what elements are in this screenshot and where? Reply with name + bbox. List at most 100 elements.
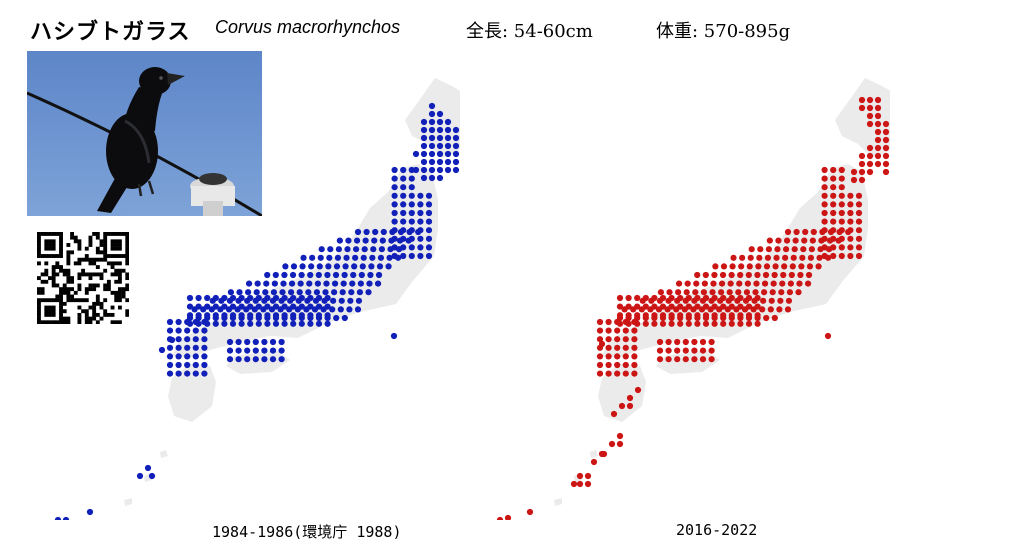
occurrence-dot (425, 218, 433, 225)
qr-code[interactable] (37, 232, 130, 325)
occurrence-dot (332, 271, 340, 279)
occurrence-dot (400, 209, 407, 217)
occurrence-dot (702, 303, 710, 310)
occurrence-dot (385, 263, 392, 270)
occurrence-dot (858, 168, 866, 176)
occurrence-dot (288, 289, 295, 296)
occurrence-dot (335, 246, 342, 253)
occurrence-dot (54, 516, 62, 524)
occurrence-dot (830, 166, 837, 174)
occurrence-dot (685, 312, 692, 319)
occurrence-dot (192, 353, 199, 360)
occurrence-dot (166, 344, 174, 351)
occurrence-dot (375, 271, 383, 279)
occurrence-dot (702, 271, 709, 279)
occurrence-dot (175, 327, 182, 334)
occurrence-dot (400, 166, 407, 174)
occurrence-dot (255, 320, 262, 327)
occurrence-dot (622, 353, 629, 360)
occurrence-dot (204, 312, 211, 319)
occurrence-dot (847, 244, 854, 251)
occurrence-dot (776, 306, 783, 313)
occurrence-dot (264, 303, 271, 310)
occurrence-dot (584, 480, 592, 488)
occurrence-dot (830, 209, 837, 217)
occurrence-dot (221, 312, 228, 319)
occurrence-dot (86, 508, 94, 516)
occurrence-dot (691, 338, 698, 346)
occurrence-dot (428, 158, 436, 166)
occurrence-dot (305, 289, 312, 296)
occurrence-dot (815, 263, 822, 270)
occurrence-dot (356, 289, 364, 296)
occurrence-dot (847, 235, 854, 242)
occurrence-dot (227, 289, 235, 296)
occurrence-dot (255, 312, 262, 319)
occurrence-dot (631, 336, 638, 343)
occurrence-dot (754, 312, 761, 319)
occurrence-dot (444, 126, 452, 134)
occurrence-dot (175, 344, 182, 351)
occurrence-dot (838, 192, 845, 199)
species-name-japanese: ハシブトガラス (30, 20, 191, 45)
occurrence-dot (665, 356, 672, 363)
occurrence-dot (391, 184, 398, 191)
occurrence-dot (847, 218, 854, 225)
occurrence-dot (866, 144, 874, 152)
occurrence-dot (252, 338, 259, 346)
occurrence-dot (168, 336, 176, 344)
occurrence-dot (797, 271, 804, 279)
occurrence-dot (847, 201, 854, 208)
occurrence-dot (882, 152, 890, 160)
occurrence-dot (711, 271, 718, 279)
occurrence-dot (616, 303, 624, 310)
occurrence-dot (201, 344, 208, 351)
occurrence-dot (737, 312, 744, 319)
occurrence-dot (253, 289, 260, 296)
occurrence-dot (866, 120, 874, 128)
occurrence-dot (298, 294, 305, 302)
body-weight: 体重: 570-895g (656, 21, 791, 42)
land-shape (602, 164, 868, 358)
occurrence-dot (756, 254, 763, 261)
occurrence-dot (737, 320, 744, 327)
occurrence-dot (598, 450, 606, 458)
occurrence-dot (355, 297, 363, 304)
occurrence-dot (770, 280, 777, 287)
occurrence-dot (668, 320, 675, 327)
occurrence-dot (236, 289, 243, 296)
occurrence-dot (148, 472, 156, 480)
occurrence-dot (818, 237, 825, 244)
crow-photo (27, 51, 262, 216)
occurrence-dot (765, 246, 772, 253)
occurrence-dot (712, 263, 719, 270)
occurrence-dot (420, 174, 428, 182)
occurrence-dot (420, 150, 428, 158)
occurrence-dot (694, 294, 701, 302)
occurrence-dot (365, 289, 372, 296)
occurrence-dot (659, 312, 667, 319)
occurrence-dot (417, 192, 424, 199)
map-caption-2016: 2016-2022 (676, 521, 758, 539)
occurrence-dot (192, 344, 199, 351)
occurrence-dot (590, 458, 598, 466)
occurrence-dot (830, 201, 837, 208)
occurrence-dot (436, 118, 444, 126)
occurrence-dot (390, 332, 398, 340)
occurrence-dot (337, 306, 344, 313)
occurrence-dot (166, 353, 174, 360)
occurrence-dot (866, 104, 874, 112)
occurrence-dot (166, 361, 174, 369)
land-shape (168, 364, 216, 422)
occurrence-dot (631, 353, 638, 360)
occurrence-dot (362, 237, 369, 244)
occurrence-dot (775, 237, 782, 244)
occurrence-dot (204, 294, 211, 302)
occurrence-dot (614, 353, 621, 360)
occurrence-dot (657, 289, 665, 296)
occurrence-dot (685, 303, 692, 310)
occurrence-dot (444, 142, 452, 150)
occurrence-dot (238, 303, 245, 310)
occurrence-dot (400, 184, 407, 191)
occurrence-dot (425, 252, 433, 260)
